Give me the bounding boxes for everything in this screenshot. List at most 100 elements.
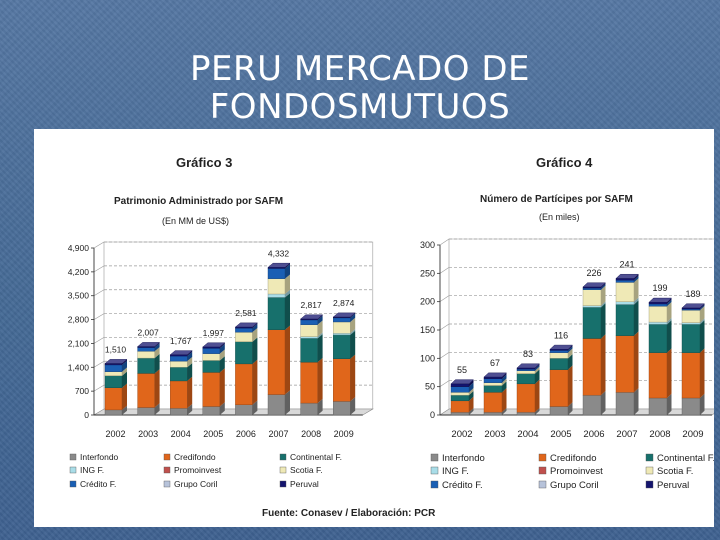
slide-title-line-1: PERU MERCADO DE	[190, 49, 530, 89]
bar-side-peruval	[122, 359, 127, 365]
legend-label: Peruval	[290, 479, 319, 489]
bar-side-cr-dito-f	[502, 374, 507, 383]
legend-label: Interfondo	[442, 453, 485, 464]
bar-side-cr-dito-f	[122, 360, 127, 372]
bar-segment-scotia-f	[483, 382, 503, 386]
bar-segment-scotia-f	[549, 352, 569, 359]
bar-side-peruval	[601, 282, 606, 289]
bar-side-scotia-f	[469, 388, 474, 396]
x-tick-label: 2007	[268, 429, 288, 439]
bar-side-interfondo	[667, 393, 672, 415]
legend-swatch	[430, 453, 439, 462]
slide-title-line-2: FONDOSMUTUOS	[209, 87, 511, 127]
bar-segment-interfondo	[450, 411, 470, 416]
gridline-side	[93, 361, 105, 368]
bar-side-peruval	[667, 298, 672, 304]
bar-side-ing-f	[634, 297, 639, 305]
bar-segment-cr-dito-f	[267, 268, 286, 279]
bar-segment-ing-f	[615, 301, 635, 305]
bar-side-interfondo	[252, 400, 258, 415]
bar-side-credifondo	[154, 369, 160, 408]
bar-top	[332, 312, 356, 318]
bar-side-credifondo	[350, 354, 356, 402]
plot-floor	[439, 408, 714, 416]
x-tick-label: 2008	[649, 429, 670, 440]
bar-segment-continental-f	[582, 307, 602, 339]
bar-side-interfondo	[469, 407, 474, 415]
y-tick-label: 4,200	[68, 267, 90, 277]
data-label: 2,007	[137, 328, 159, 338]
bar-segment-interfondo	[267, 394, 286, 416]
bar-side-cr-dito-f	[469, 382, 474, 393]
bar-side-credifondo	[187, 376, 193, 409]
bar-side-continental-f	[700, 320, 705, 353]
bar-segment-continental-f	[333, 334, 351, 359]
bar-side-scotia-f	[350, 317, 356, 334]
bar-side-scotia-f	[502, 378, 507, 386]
bar-segment-interfondo	[235, 404, 253, 416]
bar-side-scotia-f	[634, 278, 639, 302]
bar-top	[516, 363, 541, 369]
bar-segment-credifondo	[267, 329, 286, 395]
bar-segment-credifondo	[333, 358, 351, 402]
bar-segment-continental-f	[300, 338, 318, 363]
bar-side-credifondo	[535, 379, 540, 413]
gridline-side	[439, 267, 450, 274]
bar-top	[104, 359, 128, 364]
bar-segment-continental-f	[615, 304, 635, 336]
bar-side-peruval	[219, 342, 225, 349]
bar-segment-continental-f	[450, 394, 470, 402]
bar-side-continental-f	[350, 330, 356, 359]
bar-top	[450, 379, 475, 385]
bar-side-interfondo	[601, 390, 606, 415]
bar-segment-credifondo	[104, 387, 123, 411]
legend-swatch	[69, 480, 77, 488]
legend-label: Promoinvest	[174, 465, 222, 475]
bar-side-interfondo	[535, 407, 540, 415]
bar-side-peruval	[469, 379, 474, 387]
bar-top	[648, 297, 673, 303]
bar-segment-scotia-f	[235, 331, 253, 342]
bar-top	[234, 322, 258, 328]
bar-segment-scotia-f	[450, 392, 470, 396]
slide-title: PERU MERCADO DE FONDOSMUTUOS	[0, 50, 720, 126]
legend-label: Grupo Coril	[174, 479, 218, 489]
bar-segment-cr-dito-f	[300, 319, 318, 325]
legend-label: Interfondo	[80, 452, 119, 462]
bar-side-cr-dito-f	[667, 299, 672, 307]
bar-side-interfondo	[350, 397, 356, 415]
bar-segment-cr-dito-f	[648, 303, 668, 307]
legend-label: Credifondo	[174, 452, 216, 462]
legend-swatch	[279, 480, 287, 488]
bar-side-credifondo	[122, 383, 127, 410]
chart-subtitle: Patrimonio Administrado por SAFM	[114, 196, 283, 207]
bar-segment-continental-f	[549, 358, 569, 370]
bar-side-interfondo	[219, 402, 225, 415]
gridline-side	[93, 289, 105, 296]
bar-segment-continental-f	[267, 297, 286, 330]
bar-top	[681, 303, 706, 309]
bar-side-cr-dito-f	[317, 315, 323, 325]
data-label: 2,581	[235, 308, 257, 318]
legend-swatch	[645, 480, 654, 489]
legend-swatch	[538, 466, 547, 475]
bar-segment-continental-f	[483, 385, 503, 393]
bar-side-credifondo	[252, 359, 258, 405]
bar-side-continental-f	[502, 381, 507, 393]
x-tick-label: 2009	[682, 429, 703, 440]
bar-side-ing-f	[700, 318, 705, 325]
bar-segment-cr-dito-f	[137, 347, 155, 352]
y-tick-label: 200	[420, 297, 435, 307]
x-tick-label: 2004	[171, 429, 191, 439]
bar-segment-cr-dito-f	[202, 347, 221, 354]
bar-segment-continental-f	[104, 375, 123, 388]
bar-top	[549, 344, 574, 350]
bar-side-cr-dito-f	[700, 304, 705, 311]
chart-image-panel: Gráfico 3 Patrimonio Administrado por SA…	[34, 129, 714, 527]
bar-side-cr-dito-f	[285, 264, 290, 279]
chart-subtitle: Número de Partícipes por SAFM	[480, 194, 633, 205]
bar-segment-credifondo	[582, 338, 602, 396]
legend-swatch	[645, 453, 654, 462]
data-label: 2,817	[300, 300, 322, 310]
bar-segment-credifondo	[516, 383, 536, 413]
